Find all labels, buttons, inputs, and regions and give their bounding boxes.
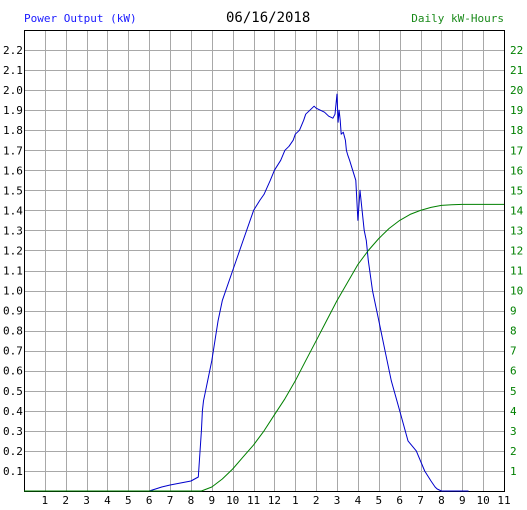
y-tick-label: 0.7 <box>3 345 23 358</box>
x-tick-label: 6 <box>146 494 153 507</box>
y-tick-label: 0.4 <box>3 405 23 418</box>
y-tick-label: 1.4 <box>3 204 23 217</box>
y-tick-label: 1.5 <box>3 184 23 197</box>
x-tick-label: 2 <box>313 494 320 507</box>
x-tick-label: 9 <box>459 494 466 507</box>
x-tick-label: 9 <box>209 494 216 507</box>
x-tick-label: 11 <box>497 494 510 507</box>
y2-tick-label: 3 <box>510 425 517 438</box>
y-tick-label: 0.5 <box>3 385 23 398</box>
x-tick-label: 3 <box>334 494 341 507</box>
y2-tick-label: 9 <box>510 305 517 318</box>
y-tick-label: 1.8 <box>3 124 23 137</box>
y-tick-label: 2.2 <box>3 44 23 57</box>
y-tick-label: 0.6 <box>3 365 23 378</box>
x-tick-label: 4 <box>104 494 111 507</box>
y2-tick-label: 15 <box>510 184 523 197</box>
y2-tick-label: 5 <box>510 385 517 398</box>
y-tick-label: 0.2 <box>3 445 23 458</box>
x-tick-label: 11 <box>247 494 260 507</box>
y2-tick-label: 18 <box>510 124 523 137</box>
x-tick-label: 3 <box>83 494 90 507</box>
y2-tick-label: 1 <box>510 465 517 478</box>
y2-tick-label: 19 <box>510 104 523 117</box>
y2-tick-label: 22 <box>510 44 523 57</box>
y-tick-label: 1.7 <box>3 144 23 157</box>
y-tick-label: 0.9 <box>3 305 23 318</box>
daily-kwh-line <box>24 203 504 492</box>
x-tick-label: 7 <box>167 494 174 507</box>
y-tick-label: 2.1 <box>3 64 23 77</box>
y-tick-label: 1.9 <box>3 104 23 117</box>
y2-tick-label: 17 <box>510 144 523 157</box>
y-tick-label: 2.0 <box>3 84 23 97</box>
daily-kwh-title: Daily kW-Hours <box>411 12 504 25</box>
y2-tick-label: 16 <box>510 164 523 177</box>
x-tick-label: 7 <box>417 494 424 507</box>
y2-tick-label: 6 <box>510 365 517 378</box>
x-tick-label: 4 <box>355 494 362 507</box>
y2-tick-label: 20 <box>510 84 523 97</box>
y2-tick-label: 10 <box>510 285 523 298</box>
x-tick-label: 10 <box>226 494 239 507</box>
x-tick-label: 10 <box>477 494 490 507</box>
y2-tick-label: 12 <box>510 244 523 257</box>
date-title: 06/16/2018 <box>226 10 311 26</box>
x-tick-label: 2 <box>62 494 69 507</box>
x-tick-label: 5 <box>375 494 382 507</box>
x-tick-label: 12 <box>268 494 281 507</box>
x-tick-label: 1 <box>42 494 49 507</box>
power-output-line <box>149 93 469 492</box>
x-tick-label: 8 <box>438 494 445 507</box>
y2-tick-label: 7 <box>510 345 517 358</box>
y-tick-label: 1.3 <box>3 224 23 237</box>
y-tick-label: 1.1 <box>3 265 23 278</box>
x-tick-label: 5 <box>125 494 132 507</box>
y2-tick-label: 8 <box>510 325 517 338</box>
plot-frame <box>24 30 505 492</box>
y-tick-label: 0.1 <box>3 465 23 478</box>
y-tick-label: 0.3 <box>3 425 23 438</box>
y-tick-label: 1.0 <box>3 285 23 298</box>
y-tick-label: 0.8 <box>3 325 23 338</box>
x-tick-label: 1 <box>292 494 299 507</box>
y2-tick-label: 11 <box>510 265 523 278</box>
x-tick-label: 8 <box>188 494 195 507</box>
y-tick-label: 1.2 <box>3 244 23 257</box>
y2-tick-label: 21 <box>510 64 523 77</box>
y-tick-label: 1.6 <box>3 164 23 177</box>
power-output-title: Power Output (kW) <box>24 12 137 25</box>
y2-tick-label: 4 <box>510 405 517 418</box>
x-tick-label: 6 <box>396 494 403 507</box>
y2-tick-label: 2 <box>510 445 517 458</box>
y2-tick-label: 13 <box>510 224 523 237</box>
y2-tick-label: 14 <box>510 204 524 217</box>
